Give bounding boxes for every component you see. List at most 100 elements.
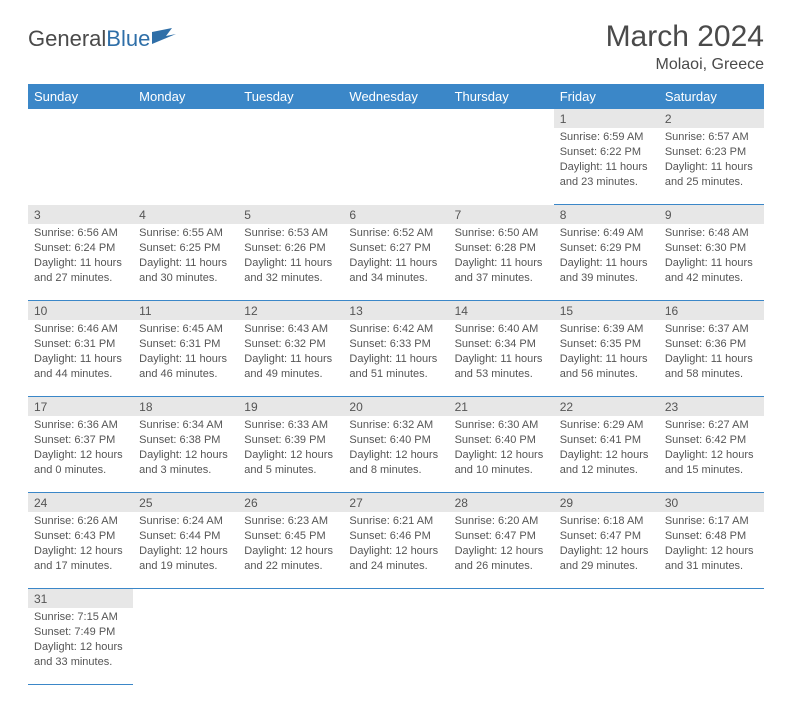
day-details: Sunrise: 6:20 AMSunset: 6:47 PMDaylight:… (449, 512, 554, 577)
day-cell (449, 128, 554, 205)
day-number-cell: 29 (554, 493, 659, 513)
day-number-cell (343, 589, 448, 609)
day-cell: Sunrise: 6:34 AMSunset: 6:38 PMDaylight:… (133, 416, 238, 493)
day-details: Sunrise: 6:52 AMSunset: 6:27 PMDaylight:… (343, 224, 448, 289)
day-number-cell: 2 (659, 109, 764, 128)
day-details: Sunrise: 6:39 AMSunset: 6:35 PMDaylight:… (554, 320, 659, 385)
flag-icon (152, 26, 178, 52)
day-cell (449, 608, 554, 685)
day-header: Saturday (659, 84, 764, 109)
day-cell: Sunrise: 6:18 AMSunset: 6:47 PMDaylight:… (554, 512, 659, 589)
day-number-cell (133, 109, 238, 128)
day-details: Sunrise: 6:57 AMSunset: 6:23 PMDaylight:… (659, 128, 764, 193)
day-details: Sunrise: 6:21 AMSunset: 6:46 PMDaylight:… (343, 512, 448, 577)
day-header: Friday (554, 84, 659, 109)
day-number-cell: 22 (554, 397, 659, 417)
day-number-cell: 19 (238, 397, 343, 417)
day-number-cell: 10 (28, 301, 133, 321)
day-cell: Sunrise: 6:46 AMSunset: 6:31 PMDaylight:… (28, 320, 133, 397)
header: GeneralBlue March 2024 Molaoi, Greece (28, 20, 764, 74)
day-number-cell: 6 (343, 205, 448, 225)
day-cell: Sunrise: 7:15 AMSunset: 7:49 PMDaylight:… (28, 608, 133, 685)
day-cell: Sunrise: 6:37 AMSunset: 6:36 PMDaylight:… (659, 320, 764, 397)
day-details: Sunrise: 6:48 AMSunset: 6:30 PMDaylight:… (659, 224, 764, 289)
day-cell: Sunrise: 6:59 AMSunset: 6:22 PMDaylight:… (554, 128, 659, 205)
day-number-cell: 1 (554, 109, 659, 128)
day-cell: Sunrise: 6:50 AMSunset: 6:28 PMDaylight:… (449, 224, 554, 301)
day-details: Sunrise: 6:27 AMSunset: 6:42 PMDaylight:… (659, 416, 764, 481)
day-details: Sunrise: 6:23 AMSunset: 6:45 PMDaylight:… (238, 512, 343, 577)
day-number-cell: 9 (659, 205, 764, 225)
day-cell (343, 128, 448, 205)
day-details: Sunrise: 6:18 AMSunset: 6:47 PMDaylight:… (554, 512, 659, 577)
day-details: Sunrise: 6:34 AMSunset: 6:38 PMDaylight:… (133, 416, 238, 481)
day-number-cell: 11 (133, 301, 238, 321)
day-cell: Sunrise: 6:27 AMSunset: 6:42 PMDaylight:… (659, 416, 764, 493)
day-cell: Sunrise: 6:33 AMSunset: 6:39 PMDaylight:… (238, 416, 343, 493)
day-number-cell (449, 589, 554, 609)
day-number-cell (659, 589, 764, 609)
day-number-cell: 28 (449, 493, 554, 513)
calendar-table: SundayMondayTuesdayWednesdayThursdayFrid… (28, 84, 764, 685)
day-details: Sunrise: 6:26 AMSunset: 6:43 PMDaylight:… (28, 512, 133, 577)
day-cell (343, 608, 448, 685)
day-header: Thursday (449, 84, 554, 109)
day-number-cell: 8 (554, 205, 659, 225)
day-content-row: Sunrise: 6:26 AMSunset: 6:43 PMDaylight:… (28, 512, 764, 589)
day-details: Sunrise: 6:59 AMSunset: 6:22 PMDaylight:… (554, 128, 659, 193)
day-cell: Sunrise: 6:40 AMSunset: 6:34 PMDaylight:… (449, 320, 554, 397)
day-number-cell: 24 (28, 493, 133, 513)
day-details: Sunrise: 6:50 AMSunset: 6:28 PMDaylight:… (449, 224, 554, 289)
day-cell: Sunrise: 6:21 AMSunset: 6:46 PMDaylight:… (343, 512, 448, 589)
day-number-cell (554, 589, 659, 609)
day-content-row: Sunrise: 6:56 AMSunset: 6:24 PMDaylight:… (28, 224, 764, 301)
day-number-cell: 25 (133, 493, 238, 513)
day-cell (133, 128, 238, 205)
day-number-cell: 20 (343, 397, 448, 417)
day-number-row: 24252627282930 (28, 493, 764, 513)
day-number-row: 10111213141516 (28, 301, 764, 321)
day-number-cell: 3 (28, 205, 133, 225)
day-details: Sunrise: 6:53 AMSunset: 6:26 PMDaylight:… (238, 224, 343, 289)
day-cell (659, 608, 764, 685)
day-details: Sunrise: 6:24 AMSunset: 6:44 PMDaylight:… (133, 512, 238, 577)
day-cell (133, 608, 238, 685)
day-cell: Sunrise: 6:57 AMSunset: 6:23 PMDaylight:… (659, 128, 764, 205)
day-number-cell (238, 109, 343, 128)
day-number-cell: 16 (659, 301, 764, 321)
day-cell: Sunrise: 6:49 AMSunset: 6:29 PMDaylight:… (554, 224, 659, 301)
day-cell: Sunrise: 6:17 AMSunset: 6:48 PMDaylight:… (659, 512, 764, 589)
day-header: Tuesday (238, 84, 343, 109)
day-header: Wednesday (343, 84, 448, 109)
day-details: Sunrise: 6:55 AMSunset: 6:25 PMDaylight:… (133, 224, 238, 289)
day-number-cell: 31 (28, 589, 133, 609)
day-details: Sunrise: 6:43 AMSunset: 6:32 PMDaylight:… (238, 320, 343, 385)
day-content-row: Sunrise: 6:59 AMSunset: 6:22 PMDaylight:… (28, 128, 764, 205)
title-block: March 2024 Molaoi, Greece (606, 20, 764, 74)
day-number-row: 12 (28, 109, 764, 128)
day-cell: Sunrise: 6:42 AMSunset: 6:33 PMDaylight:… (343, 320, 448, 397)
day-header: Monday (133, 84, 238, 109)
day-details: Sunrise: 6:46 AMSunset: 6:31 PMDaylight:… (28, 320, 133, 385)
day-details: Sunrise: 6:36 AMSunset: 6:37 PMDaylight:… (28, 416, 133, 481)
day-cell: Sunrise: 6:36 AMSunset: 6:37 PMDaylight:… (28, 416, 133, 493)
day-cell: Sunrise: 6:53 AMSunset: 6:26 PMDaylight:… (238, 224, 343, 301)
day-cell: Sunrise: 6:55 AMSunset: 6:25 PMDaylight:… (133, 224, 238, 301)
day-cell: Sunrise: 6:52 AMSunset: 6:27 PMDaylight:… (343, 224, 448, 301)
day-details: Sunrise: 6:17 AMSunset: 6:48 PMDaylight:… (659, 512, 764, 577)
day-content-row: Sunrise: 6:36 AMSunset: 6:37 PMDaylight:… (28, 416, 764, 493)
day-cell (238, 128, 343, 205)
day-header: Sunday (28, 84, 133, 109)
day-cell: Sunrise: 6:43 AMSunset: 6:32 PMDaylight:… (238, 320, 343, 397)
day-cell: Sunrise: 6:26 AMSunset: 6:43 PMDaylight:… (28, 512, 133, 589)
day-number-cell (238, 589, 343, 609)
day-number-cell: 4 (133, 205, 238, 225)
day-details: Sunrise: 6:33 AMSunset: 6:39 PMDaylight:… (238, 416, 343, 481)
day-number-cell: 27 (343, 493, 448, 513)
day-cell: Sunrise: 6:39 AMSunset: 6:35 PMDaylight:… (554, 320, 659, 397)
day-number-row: 17181920212223 (28, 397, 764, 417)
day-number-cell: 17 (28, 397, 133, 417)
day-details: Sunrise: 6:45 AMSunset: 6:31 PMDaylight:… (133, 320, 238, 385)
day-details: Sunrise: 6:32 AMSunset: 6:40 PMDaylight:… (343, 416, 448, 481)
day-number-cell: 18 (133, 397, 238, 417)
